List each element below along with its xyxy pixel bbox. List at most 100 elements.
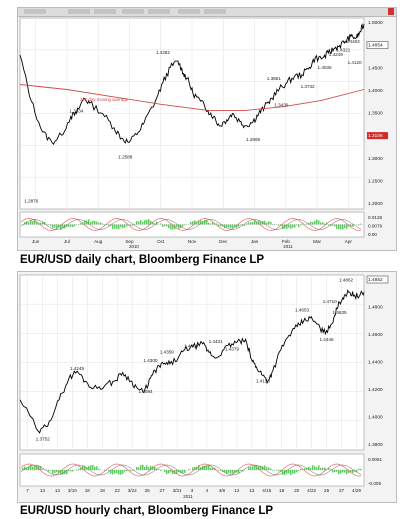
oscillator-bar xyxy=(114,470,116,474)
oscillator-bar xyxy=(110,470,112,474)
oscillator-bar xyxy=(72,470,74,472)
oscillator-bar xyxy=(24,466,26,470)
oscillator-bar xyxy=(286,224,288,229)
oscillator-bar xyxy=(112,224,114,229)
toolbar-item[interactable] xyxy=(68,9,90,14)
oscillator-bar xyxy=(150,465,152,470)
oscillator-bar xyxy=(52,470,54,474)
current-value-badge xyxy=(366,41,389,49)
oscillator-bar xyxy=(212,221,214,225)
oscillator-signal-line xyxy=(20,218,362,231)
x-tick-label: 13 xyxy=(249,488,255,493)
oscillator-bar xyxy=(156,221,158,225)
oscillator-bar xyxy=(88,465,90,470)
x-tick-label: 7 xyxy=(26,488,29,493)
oscillator-bar xyxy=(178,224,180,229)
oscillator-bar xyxy=(58,224,60,228)
toolbar-item[interactable] xyxy=(178,9,200,14)
oscillator-bar xyxy=(26,467,28,470)
y-tick-label: 1.4852 xyxy=(368,277,383,283)
oscillator-bar xyxy=(146,465,148,470)
oscillator-bar xyxy=(62,470,64,475)
oscillator-bar xyxy=(208,222,210,225)
daily-chart-caption: EUR/USD daily chart, Bloomberg Finance L… xyxy=(20,254,265,266)
close-icon[interactable] xyxy=(388,8,394,15)
oscillator-bar xyxy=(236,224,238,228)
oscillator-bar xyxy=(42,221,44,225)
oscillator-bar xyxy=(290,470,292,476)
toolbar-item[interactable] xyxy=(148,9,170,14)
x-tick-label: 3/22 xyxy=(128,488,137,493)
oscillator-bar xyxy=(332,224,334,226)
oscillator-bar xyxy=(274,223,276,225)
oscillator-bar xyxy=(90,465,92,470)
x-tick-label: 4/8 xyxy=(219,488,226,493)
oscillator-bar xyxy=(234,470,236,473)
oscillator-bar xyxy=(98,222,100,225)
x-tick-label: Jul xyxy=(64,239,70,244)
oscillator-bar xyxy=(54,470,56,473)
oscillator-bar xyxy=(136,466,138,470)
oscillator-bar xyxy=(78,468,80,470)
oscillator-bar xyxy=(300,224,302,226)
oscillator-bar xyxy=(48,470,50,472)
oscillator-bar xyxy=(184,470,186,473)
oscillator-bar xyxy=(204,465,206,470)
oscillator-bar xyxy=(240,224,242,226)
oscillator-bar xyxy=(324,467,326,470)
toolbar-item[interactable] xyxy=(122,9,144,14)
oscillator-bar xyxy=(162,224,164,227)
hourly-chart-caption: EUR/USD hourly chart, Bloomberg Finance … xyxy=(20,505,274,517)
year-label: 2011 xyxy=(283,244,293,249)
toolbar-item[interactable] xyxy=(24,9,46,14)
price-annotation: 1.4321 xyxy=(336,48,350,53)
oscillator-bar xyxy=(34,466,36,470)
oscillator-bar xyxy=(32,466,34,470)
oscillator-bar xyxy=(122,224,124,229)
price-annotation: 1.2869 xyxy=(246,137,260,142)
oscillator-bar xyxy=(220,470,222,471)
oscillator-bar xyxy=(68,224,70,227)
oscillator-bar xyxy=(284,470,286,476)
oscillator-bar xyxy=(350,224,352,227)
oscillator-bar xyxy=(224,224,226,229)
oscillator-bar xyxy=(176,470,178,475)
oscillator-bar xyxy=(286,470,288,474)
oscillator-bar xyxy=(80,467,82,470)
oscillator-bar xyxy=(254,465,256,470)
oscillator-bar xyxy=(344,470,346,473)
oscillator-bar xyxy=(196,221,198,225)
toolbar-item[interactable] xyxy=(204,9,226,14)
x-tick-label: 22 xyxy=(115,488,121,493)
oscillator-bar xyxy=(166,224,168,227)
oscillator-bar xyxy=(54,224,56,228)
oscillator-bar xyxy=(270,468,272,470)
price-annotation: 1.4379 xyxy=(225,347,239,352)
oscillator-bar xyxy=(40,222,42,225)
oscillator-bar xyxy=(172,470,174,475)
oscillator-bar xyxy=(56,224,58,229)
ma-value-badge xyxy=(367,132,388,140)
oscillator-bar xyxy=(36,222,38,225)
toolbar-item[interactable] xyxy=(94,9,116,14)
oscillator-bar xyxy=(46,224,48,226)
price-annotation: 1.4282 xyxy=(156,50,170,55)
oscillator-bar xyxy=(48,224,50,226)
x-tick-label: 4/29 xyxy=(352,488,361,493)
oscillator-tick-label: 0.00 xyxy=(368,232,377,237)
x-tick-label: Dec xyxy=(219,239,228,244)
oscillator-bar xyxy=(306,223,308,225)
oscillator-bar xyxy=(180,224,182,229)
oscillator-bar xyxy=(194,466,196,470)
x-tick-label: Aug xyxy=(94,239,103,244)
oscillator-bar xyxy=(244,224,246,226)
price-line xyxy=(19,288,365,434)
oscillator-bar xyxy=(208,465,210,470)
oscillator-bar xyxy=(62,224,64,229)
price-line xyxy=(19,23,365,145)
oscillator-bar xyxy=(70,470,72,472)
price-annotation: 1.2588 xyxy=(118,154,132,159)
price-annotation: 1.4653 xyxy=(295,307,309,312)
y-tick-label: 1.2000 xyxy=(368,201,383,207)
oscillator-bar xyxy=(170,470,172,473)
